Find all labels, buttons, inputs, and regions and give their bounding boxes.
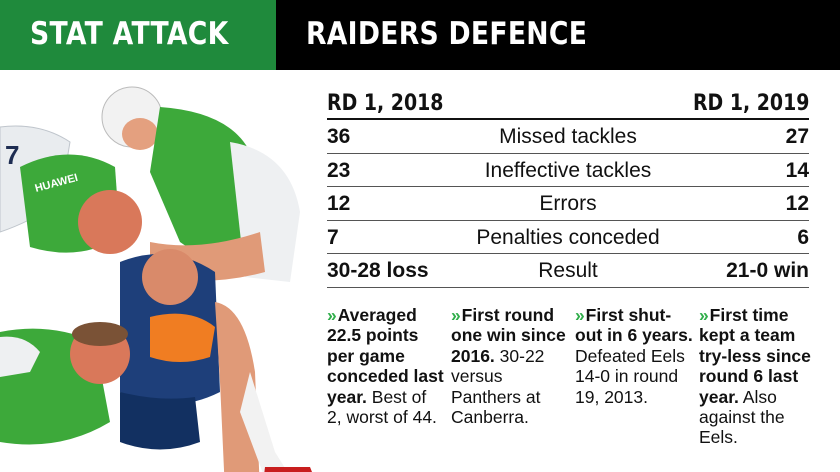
note-bold: First round one win since 2016. [451,305,566,366]
header-bar: STAT ATTACK RAIDERS DEFENCE [0,0,840,70]
row-left-value: 30-28 loss [327,259,429,282]
row-right-value: 6 [797,225,809,249]
section-tag-label: STAT ATTACK [30,16,229,52]
row-label: Missed tackles [499,125,637,148]
table-row: 7 Penalties conceded 6 [327,221,809,254]
table-row: 36 Missed tackles 27 [327,120,809,154]
note-text: 30-22 versus Panthers at Canberra. [451,345,545,428]
note-bold: Averaged 22.5 points per game conceded l… [327,305,444,407]
note-column: ›› Averaged 22.5 points per game conceded… [327,305,445,427]
section-tag: STAT ATTACK [0,0,276,70]
chevron-right-icon: ›› [451,305,461,325]
note-bold: First shut-out in 6 years. [575,305,693,346]
row-right-value: 12 [785,192,809,215]
chevron-right-icon: ›› [575,305,585,325]
row-left-value: 12 [327,192,351,215]
note-column: ›› First shut-out in 6 years. Defeated Ee… [575,305,693,407]
note-text: Best of 2, worst of 44. [327,386,437,428]
row-label: Result [538,259,598,282]
header-right: RD 1, 2019 [692,91,809,116]
note-column: ›› First time kept a team try-less since … [699,305,824,448]
row-right-value: 21-0 win [726,259,809,282]
row-label: Penalties conceded [476,225,660,249]
row-left-value: 36 [327,125,351,148]
row-left-value: 23 [327,158,351,182]
header-left: RD 1, 2018 [327,91,444,116]
row-label: Ineffective tackles [484,158,652,182]
table-row: 30-28 loss Result 21-0 win [327,254,809,288]
headline-title: RAIDERS DEFENCE [306,16,588,52]
note-column: ›› First round one win since 2016. 30-22 … [451,305,569,427]
table-row: 12 Errors 12 [327,187,809,221]
row-left-value: 7 [327,225,339,249]
row-right-value: 14 [785,158,809,182]
note-bold: First time kept a team try-less since ro… [699,305,811,407]
row-right-value: 27 [785,125,809,148]
note-text: Also against the Eels. [699,386,785,448]
tackle-illustration: 7 HUAWEI [0,72,330,472]
players-photo: 7 HUAWEI [0,72,330,472]
note-text: Defeated Eels 14-0 in round 19, 2013. [575,345,685,407]
chevron-right-icon: ›› [327,305,337,325]
svg-text:7: 7 [5,140,19,170]
table-header: RD 1, 2018 RD 1, 2019 [327,88,809,120]
table-row: 23 Ineffective tackles 14 [327,154,809,187]
row-label: Errors [539,192,597,215]
chevron-right-icon: ›› [699,305,709,325]
stats-table: RD 1, 2018 RD 1, 2019 36 Missed tackles … [327,88,809,288]
